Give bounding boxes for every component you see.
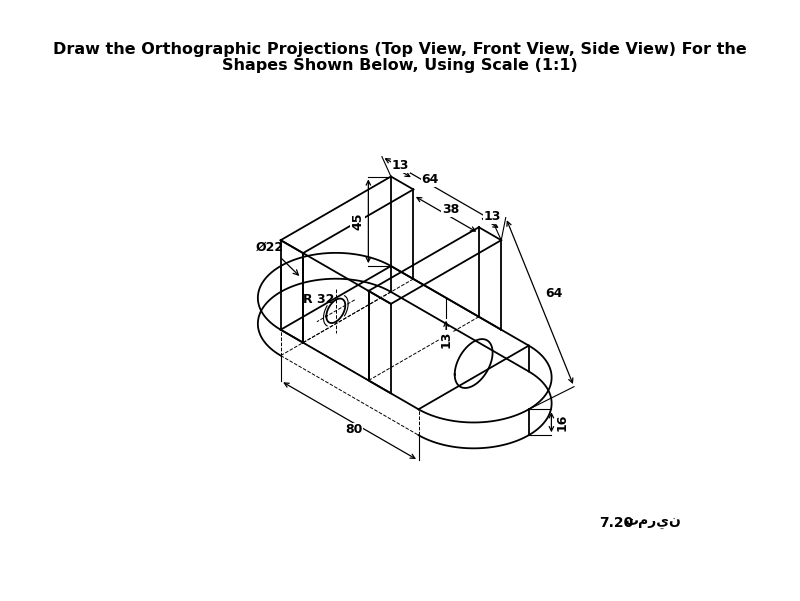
Text: Ø22: Ø22: [256, 241, 298, 275]
Text: تمرين: تمرين: [624, 516, 681, 529]
Text: 13: 13: [483, 210, 501, 223]
Text: 64: 64: [421, 173, 438, 186]
Text: 16: 16: [556, 413, 569, 431]
Text: Draw the Orthographic Projections (Top View, Front View, Side View) For the: Draw the Orthographic Projections (Top V…: [53, 42, 747, 57]
Text: R 32: R 32: [303, 293, 334, 306]
Text: 7.20: 7.20: [599, 516, 634, 529]
Text: 80: 80: [346, 423, 363, 436]
Text: 13: 13: [439, 331, 453, 349]
Text: 38: 38: [442, 203, 459, 216]
Text: 64: 64: [545, 287, 562, 299]
Text: 13: 13: [392, 159, 409, 172]
Text: Shapes Shown Below, Using Scale (1:1): Shapes Shown Below, Using Scale (1:1): [222, 58, 578, 73]
Text: 45: 45: [351, 213, 364, 230]
